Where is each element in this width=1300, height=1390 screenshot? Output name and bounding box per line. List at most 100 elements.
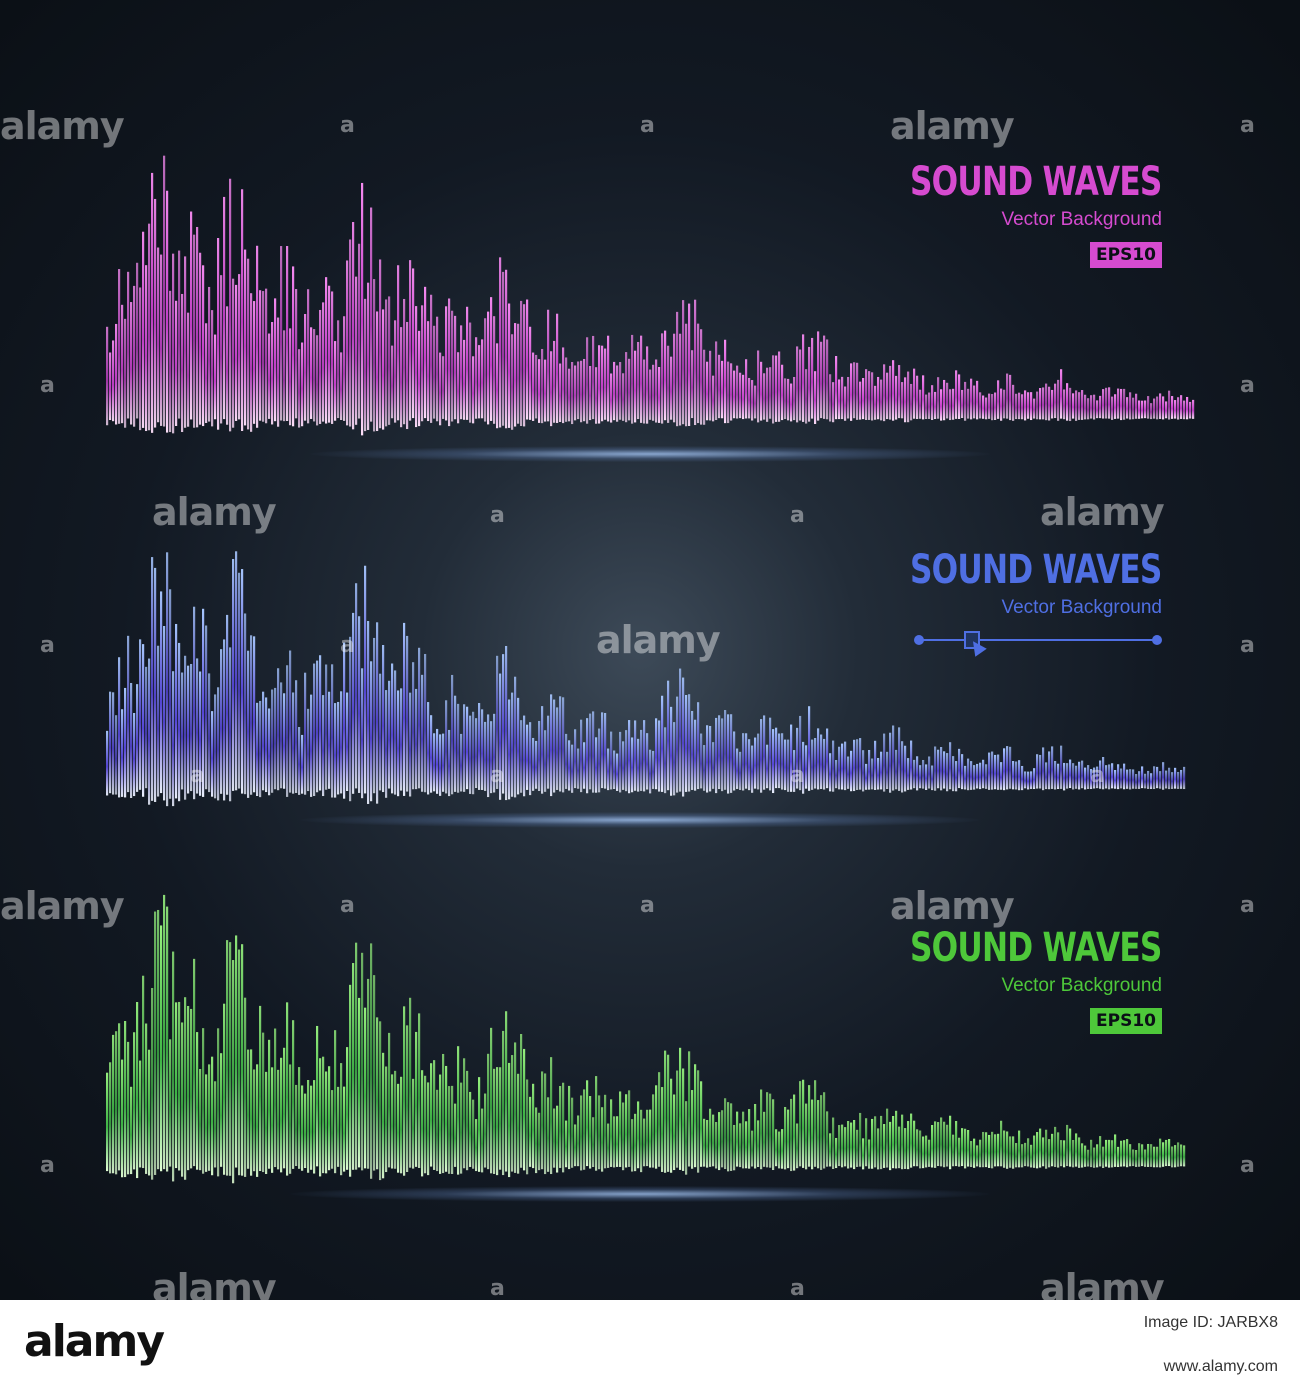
wave-bar <box>433 733 436 792</box>
wave-bar <box>226 614 229 795</box>
wave-bar <box>1105 765 1108 789</box>
wave-bar <box>139 1060 142 1168</box>
wave-bar <box>262 1032 265 1173</box>
wave-bar <box>1090 769 1093 790</box>
wave-bar <box>190 663 193 792</box>
wave-bar <box>118 269 121 424</box>
wave-bar <box>922 1136 925 1169</box>
wave-bar <box>934 391 937 420</box>
wave-bar <box>1057 379 1060 421</box>
wave-bar <box>718 1112 721 1171</box>
wave-bar <box>715 1122 718 1169</box>
wave-bar <box>580 360 583 423</box>
wave-bar <box>928 1139 931 1167</box>
wave-bar <box>157 909 160 1170</box>
wave-bar <box>721 1110 724 1168</box>
wave-bar <box>634 1113 637 1172</box>
wave-bar <box>592 1117 595 1168</box>
wave-bar <box>1129 1144 1132 1167</box>
wave-bar <box>373 279 376 432</box>
wave-bar <box>214 694 217 799</box>
wave-bar <box>343 1086 346 1172</box>
wave-bar <box>817 1100 820 1169</box>
wave-bar <box>622 741 625 790</box>
wave-bar <box>367 978 370 1169</box>
wave-bar <box>481 1108 484 1173</box>
wave-bar <box>238 949 241 1176</box>
wave-bar <box>706 725 709 793</box>
wave-bar <box>889 732 892 793</box>
wave-bar <box>487 311 490 425</box>
wave-bar <box>490 1027 493 1174</box>
wave-bar <box>244 997 247 1177</box>
wave-bar <box>1012 384 1015 421</box>
wave-bar <box>910 1113 913 1168</box>
wave-bar <box>508 1062 511 1178</box>
wave-bar <box>358 243 361 419</box>
wave-bar <box>856 739 859 790</box>
wave-bar <box>1018 760 1021 791</box>
watermark-letter: a <box>190 763 205 788</box>
wave-bar <box>883 364 886 422</box>
wave-bar <box>409 997 412 1168</box>
wave-bar <box>538 720 541 792</box>
wave-bar <box>952 756 955 792</box>
wave-bar <box>457 1046 460 1175</box>
wave-bar <box>934 746 937 791</box>
wave-bar <box>115 715 118 795</box>
wave-bar <box>121 709 124 797</box>
site-url[interactable]: www.alamy.com <box>1163 1358 1278 1375</box>
wave-bar <box>628 1090 631 1167</box>
wave-bar <box>1021 1144 1024 1168</box>
wave-bar <box>907 758 910 790</box>
wave-bar <box>361 952 364 1171</box>
wave-bar <box>895 749 898 790</box>
wave-bar <box>385 299 388 427</box>
wave-bar <box>622 1102 625 1171</box>
wave-bar <box>415 306 418 428</box>
wave-bar <box>742 1111 745 1169</box>
wave-bar <box>562 1082 565 1173</box>
wave-bar <box>1165 1139 1168 1167</box>
wave-bar <box>943 751 946 789</box>
wave-bar <box>505 1011 508 1172</box>
wave-bar <box>1138 1143 1141 1167</box>
wave-bar <box>640 729 643 791</box>
wave-bar <box>820 1095 823 1170</box>
wave-bar <box>436 1089 439 1172</box>
wave-bar <box>823 1092 826 1169</box>
wave-bar <box>1108 764 1111 790</box>
wave-bar <box>1135 393 1138 419</box>
wave-bar <box>412 1078 415 1169</box>
wave-bar <box>133 712 136 797</box>
wave-bar <box>778 733 781 789</box>
wave-bar <box>688 303 691 426</box>
wave-bar <box>964 381 967 421</box>
wave-bar <box>250 293 253 432</box>
wave-bar <box>931 385 934 421</box>
wave-bar <box>691 710 694 790</box>
wave-bar <box>610 731 613 790</box>
wave-bar <box>934 1121 937 1168</box>
wave-bar <box>286 665 289 797</box>
wave-bar <box>316 335 319 426</box>
wave-bar <box>427 702 430 795</box>
wave-bar <box>1144 1149 1147 1167</box>
wave-bar <box>682 1068 685 1171</box>
wave-bar <box>967 1130 970 1167</box>
wave-bar <box>943 1121 946 1168</box>
wave-bar <box>313 663 316 797</box>
wave-bar <box>727 714 730 794</box>
wave-bar <box>166 552 169 807</box>
wave-bar <box>160 591 163 794</box>
wave-bar <box>655 1085 658 1169</box>
wave-bar <box>547 1097 550 1172</box>
wave-bar <box>349 636 352 802</box>
wave-bar <box>232 559 235 791</box>
wave-bar <box>397 690 400 797</box>
wave-bar <box>928 392 931 419</box>
alamy-logo[interactable]: alamy <box>24 1316 165 1367</box>
wave-bar <box>826 1111 829 1167</box>
floor-glow-2 <box>300 812 980 828</box>
wave-bar <box>280 246 283 421</box>
